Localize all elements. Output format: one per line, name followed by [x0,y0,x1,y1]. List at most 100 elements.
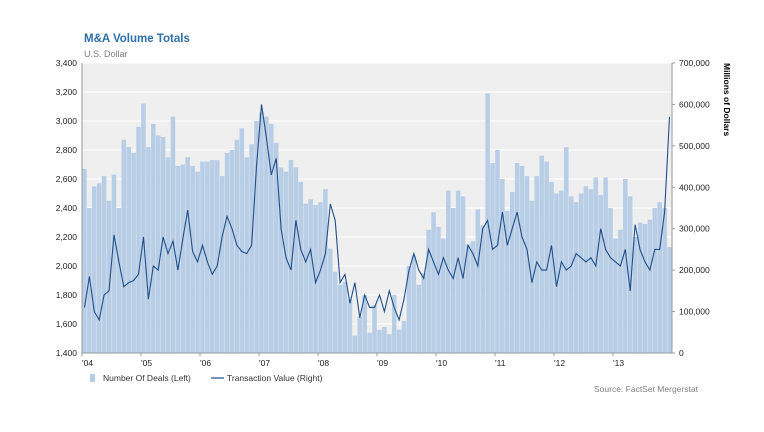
left-tick-label-8: 3,000 [56,116,78,126]
bar-deals-2008-02 [323,189,328,353]
x-tick-label-5: '09 [377,358,388,368]
bar-deals-2013-04 [627,196,633,353]
bar-deals-2012-10 [598,194,603,353]
bar-deals-2005-08 [175,165,181,353]
bar-deals-2009-05 [396,329,402,353]
bar-deals-2011-09 [534,176,540,353]
bar-deals-2006-02 [205,161,210,353]
bar-deals-2004-09 [121,139,127,353]
bar-deals-2013-10 [657,202,662,353]
bar-deals-2008-09 [357,316,363,353]
bar-deals-2008-07 [347,299,353,353]
bar-deals-2013-03 [623,179,628,353]
chart-title: M&A Volume Totals [84,33,190,45]
right-tick-label-0: 0 [679,348,684,358]
bar-deals-2005-06 [165,157,171,353]
bar-deals-2007-09 [298,181,304,353]
bar-deals-2007-10 [303,203,308,353]
bar-deals-2008-06 [342,281,348,353]
bar-deals-2004-07 [111,174,117,353]
bar-deals-2006-07 [229,150,235,353]
source-note: Source: FactSet Mergerstat [594,384,698,394]
bar-deals-2009-11 [426,229,431,353]
bar-deals-2009-12 [431,212,436,353]
bar-deals-2008-11 [367,332,372,353]
bar-deals-2007-11 [308,199,313,353]
left-tick-label-0: 1,400 [56,348,78,358]
x-tick-label-1: '05 [141,358,152,368]
bar-deals-2005-04 [155,135,161,353]
x-tick-label-9: '13 [613,358,624,368]
bar-deals-2009-02 [382,326,387,353]
bar-deals-2009-03 [387,334,392,353]
left-tick-label-5: 2,400 [56,203,78,213]
bar-deals-2009-08 [411,255,417,353]
bar-deals-2006-04 [214,160,220,353]
bar-deals-2011-06 [519,165,525,353]
bar-deals-2007-08 [293,167,299,353]
bar-deals-2007-12 [313,205,318,353]
x-tick-label-6: '10 [436,358,447,368]
bar-deals-2010-04 [450,208,456,353]
right-axis-ticks: 0 100,000 200,000 300,000 400,000 500,000 600,… [672,58,710,358]
bar-deals-2006-08 [234,139,240,353]
bar-deals-2007-03 [269,123,274,354]
bar-deals-2008-08 [352,335,358,353]
bar-deals-2009-06 [401,321,407,353]
bar-deals-2009-04 [391,295,397,353]
right-tick-label-5: 500,000 [679,141,710,151]
x-tick-label-2: '06 [200,358,211,368]
bar-deals-2010-10 [480,225,485,353]
bar-deals-2010-09 [475,209,481,353]
bar-deals-2004-11 [131,152,136,353]
bar-deals-2006-06 [224,152,230,353]
bar-deals-2009-10 [421,273,426,353]
bar-deals-2013-09 [652,208,658,353]
bar-deals-2013-06 [637,222,643,353]
legend-label-deals: Number Of Deals (Left) [103,373,191,383]
left-tick-label-9: 3,200 [56,87,78,97]
bar-deals-2010-02 [441,238,446,353]
bar-deals-2011-04 [509,192,515,353]
bar-deals-2012-06 [578,193,584,353]
bar-deals-2011-02 [500,179,505,353]
right-tick-label-6: 600,000 [679,99,710,109]
right-tick-label-1: 100,000 [679,307,710,317]
bar-deals-2010-12 [490,163,495,353]
left-tick-label-2: 1,800 [56,290,78,300]
bar-deals-2009-07 [406,266,412,353]
bar-deals-2006-05 [219,176,225,353]
x-tick-label-8: '12 [554,358,565,368]
bar-deals-2013-12 [667,247,672,353]
bar-deals-2013-05 [632,237,638,353]
bar-deals-2006-03 [210,160,215,353]
bar-deals-2012-02 [559,190,564,353]
bar-deals-2011-07 [524,176,530,353]
left-tick-label-10: 3,400 [56,58,78,68]
bar-deals-2011-01 [495,150,500,353]
bar-deals-2006-01 [200,161,205,353]
bar-deals-2009-01 [377,329,382,353]
bar-deals-2007-02 [264,116,269,354]
bar-deals-2005-05 [160,136,166,353]
bar-deals-2008-10 [362,295,367,353]
bar-deals-2004-10 [126,147,131,353]
bar-deals-2010-07 [465,244,471,353]
x-tick-label-3: '07 [259,358,270,368]
line-series-transaction-value [83,104,671,322]
bar-deals-2012-03 [564,147,569,353]
bar-deals-2004-03 [92,186,97,353]
left-tick-label-3: 2,000 [56,261,78,271]
right-tick-label-2: 200,000 [679,265,710,275]
bar-deals-2004-01 [82,168,87,353]
bar-deals-2013-07 [642,223,648,353]
left-axis-ticks: 1,400 1,600 1,800 2,000 2,200 2,400 2,600 2,800… [56,58,78,358]
bar-deals-2006-09 [239,128,245,353]
bar-deals-2010-01 [436,226,441,353]
bar-deals-2013-11 [662,208,667,353]
bar-deals-2009-09 [416,284,422,353]
legend: Number Of Deals (Left) Transaction Value… [90,373,323,383]
bar-deals-2004-05 [101,176,107,353]
